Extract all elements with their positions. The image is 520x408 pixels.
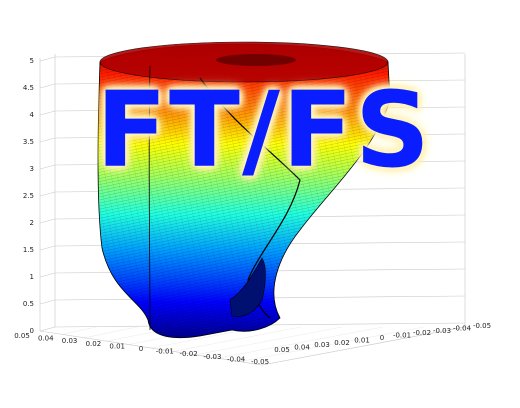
- x-tick-label: -0.01: [156, 348, 174, 356]
- grid-line: [239, 326, 425, 362]
- x-tick-label: 0.05: [14, 332, 30, 340]
- x-tick-label: -0.03: [203, 353, 221, 361]
- z-axis-ticks: 0 0.5 1 1.5 2 2.5 3 3.5 4 4.5 5: [23, 57, 35, 335]
- grid-line: [62, 326, 97, 335]
- x-tick-label: -0.02: [180, 350, 198, 358]
- grid-line: [39, 56, 56, 62]
- z-tick-label: 0: [30, 327, 34, 335]
- z-tick-label: 3.5: [23, 138, 34, 146]
- grid-line: [39, 137, 56, 143]
- z-tick-label: 1.5: [23, 246, 34, 254]
- y-tick-label: -0.04: [453, 324, 472, 332]
- x-tick-label: 0.04: [38, 335, 54, 343]
- z-tick-label: 4.5: [23, 84, 34, 92]
- z-tick-label: 2: [30, 219, 34, 227]
- y-tick-label: -0.03: [433, 327, 451, 335]
- x-tick-label: -0.04: [227, 355, 246, 363]
- grid-line: [39, 299, 56, 305]
- grid-line: [173, 326, 302, 352]
- grid-line: [39, 164, 56, 170]
- surface: [97, 41, 391, 339]
- z-tick-label: 5: [30, 57, 34, 65]
- z-tick-label: 0.5: [23, 300, 34, 308]
- x-tick-label: -0.05: [251, 358, 269, 366]
- z-tick-label: 3: [30, 165, 34, 173]
- grid-line: [39, 326, 56, 332]
- x-tick-label: 0.02: [86, 340, 102, 348]
- y-tick-label: 0.05: [274, 346, 290, 354]
- x-tick-label: 0.03: [62, 337, 78, 345]
- y-tick-label: -0.02: [413, 329, 431, 337]
- y-tick-label: 0.03: [314, 341, 330, 349]
- grid-line: [39, 110, 56, 116]
- grid-line: [39, 245, 56, 251]
- y-tick-label: 0.02: [334, 339, 350, 347]
- x-axis-ticks: 0.05 0.04 0.03 0.02 0.01 0 -0.01 -0.02 -0.03 -0.0…: [14, 332, 269, 366]
- y-tick-label: 0.04: [294, 344, 310, 352]
- z-tick-label: 1: [30, 273, 34, 281]
- axis-line: [261, 326, 466, 366]
- y-tick-label: -0.01: [393, 332, 411, 340]
- grid-line: [39, 218, 56, 224]
- x-tick-label: 0: [139, 345, 143, 353]
- grid-line: [217, 326, 384, 359]
- y-tick-label: -0.05: [473, 322, 491, 330]
- y-tick-label: 0: [380, 334, 384, 342]
- y-tick-label: 0.01: [354, 336, 370, 344]
- axis-line: [39, 330, 263, 366]
- x-tick-label: 0.01: [109, 342, 125, 350]
- grid-line: [195, 326, 343, 356]
- grid-line: [39, 326, 56, 332]
- grid-line: [39, 272, 56, 278]
- z-tick-label: 2.5: [23, 192, 34, 200]
- grid-line: [39, 191, 56, 197]
- grid-line: [84, 326, 138, 339]
- grid-line: [261, 326, 466, 366]
- overlay-title: FT/FS: [96, 69, 432, 191]
- y-axis-ticks: 0.05 0.04 0.03 0.02 0.01 0 -0.01 -0.02 -0.03 -0.0…: [274, 322, 491, 354]
- z-tick-label: 4: [30, 111, 35, 119]
- grid-line: [39, 83, 56, 89]
